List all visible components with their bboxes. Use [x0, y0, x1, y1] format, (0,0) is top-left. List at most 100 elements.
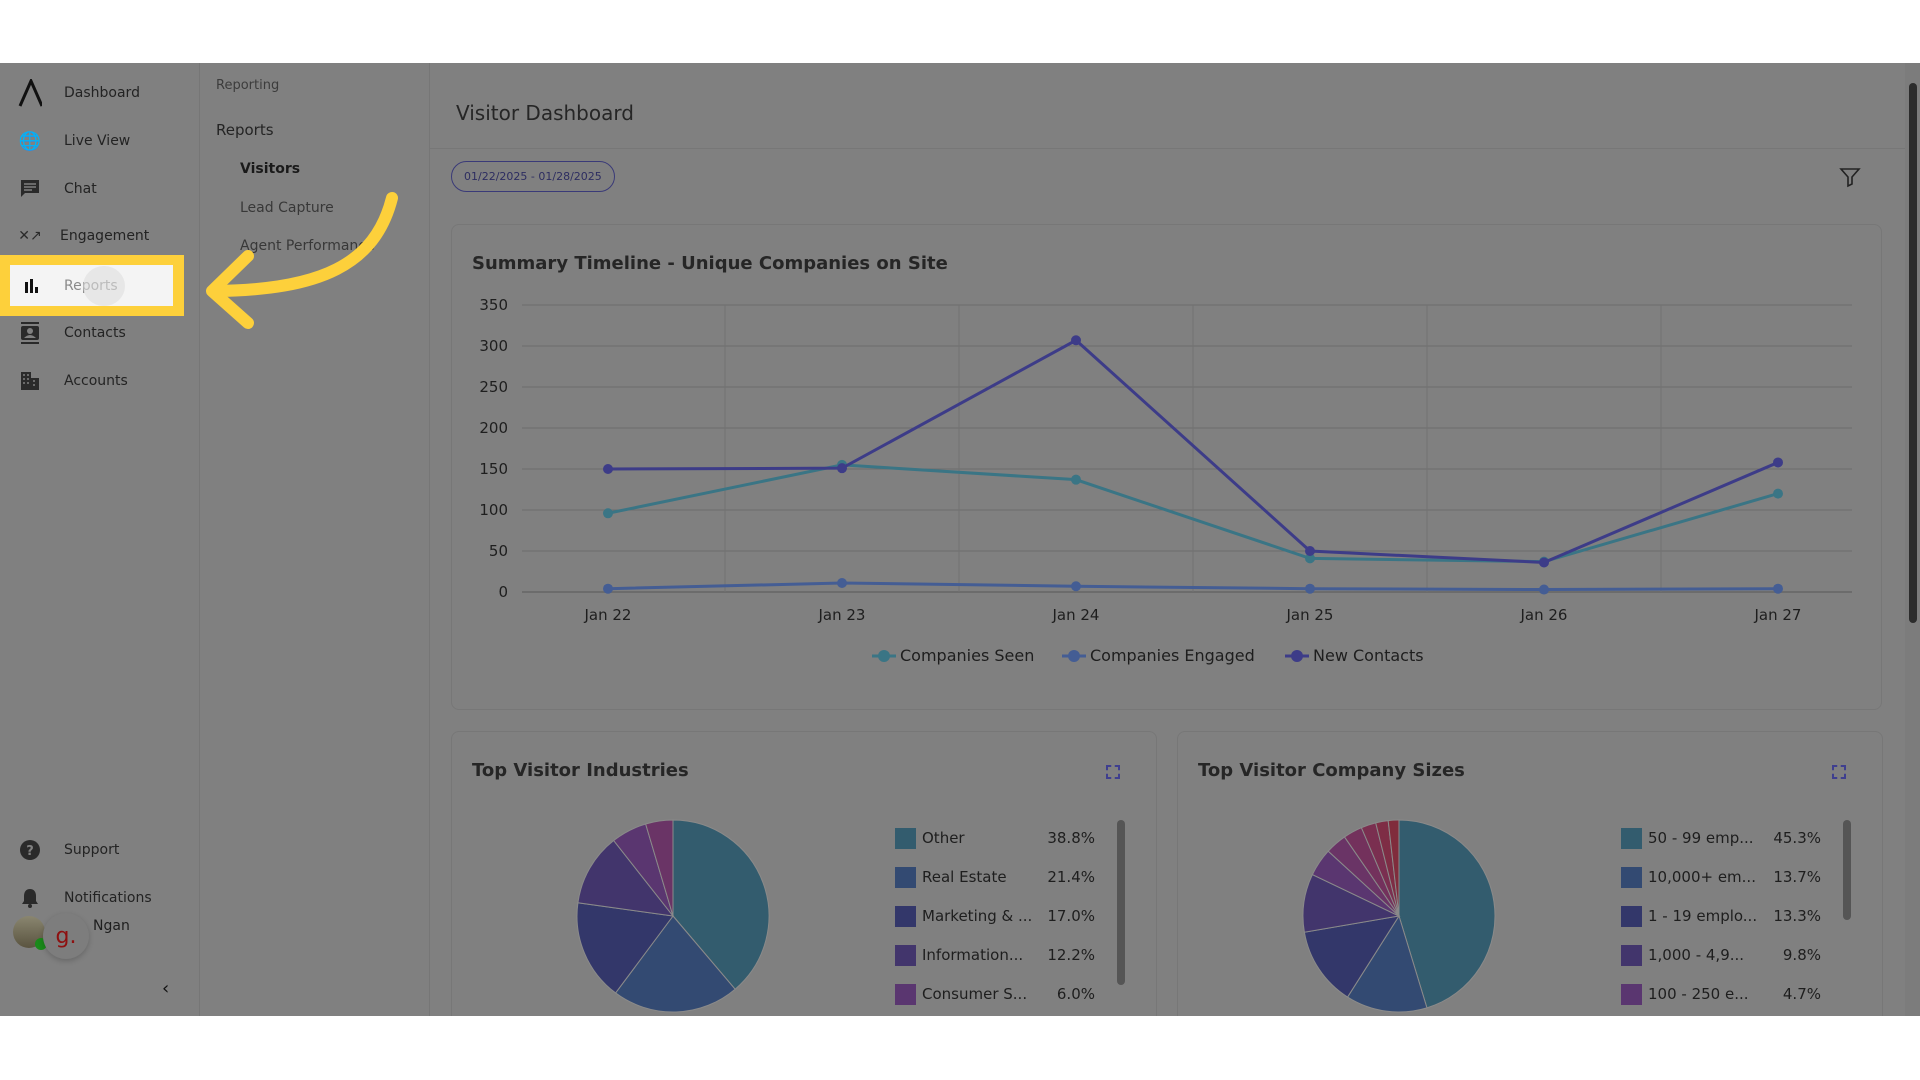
- data-point: [1305, 583, 1315, 594]
- legend-item[interactable]: Consumer S... 6.0%: [895, 984, 1095, 1006]
- legend-percent: 9.8%: [1782, 946, 1821, 964]
- sidebar-item-notifications[interactable]: Notifications: [0, 878, 200, 918]
- legend-item[interactable]: 50 - 99 emp... 45.3%: [1621, 828, 1821, 850]
- legend-swatch: [895, 906, 916, 927]
- building-icon: [18, 369, 42, 393]
- legend-label: Marketing & ...: [922, 907, 1033, 925]
- pie-slice: [614, 915, 736, 1013]
- pie-chart: [1302, 819, 1496, 1013]
- legend-label: 1 - 19 emplo...: [1648, 907, 1758, 925]
- sidebar-item-engagement[interactable]: ✕↗ Engagement: [0, 216, 200, 256]
- app: Dashboard 🌐 Live View Chat ✕↗ Engagement R…: [0, 63, 1920, 1016]
- help-icon: ?: [18, 838, 42, 862]
- y-tick-label: 150: [479, 460, 508, 478]
- sidebar-item-live-view[interactable]: 🌐 Live View: [0, 121, 200, 161]
- sidebar-item-accounts[interactable]: Accounts: [0, 361, 200, 401]
- y-tick-label: 50: [489, 542, 508, 560]
- y-tick-label: 200: [479, 419, 508, 437]
- legend-item[interactable]: 100 - 250 e... 4.7%: [1621, 984, 1821, 1006]
- legend-percent: 21.4%: [1047, 868, 1095, 886]
- pie-chart: [576, 819, 770, 1013]
- legend-item[interactable]: Information... 12.2%: [895, 945, 1095, 967]
- chart-title: Top Visitor Industries: [472, 760, 689, 781]
- legend-swatch: [895, 945, 916, 966]
- legend-percent: 38.8%: [1047, 829, 1095, 847]
- legend-percent: 4.7%: [1782, 985, 1821, 1003]
- expand-icon[interactable]: [1832, 765, 1846, 779]
- subnav-item-visitors[interactable]: Visitors: [240, 161, 301, 177]
- legend-item[interactable]: Real Estate 21.4%: [895, 867, 1095, 889]
- sidebar-item-contacts[interactable]: Contacts: [0, 313, 200, 353]
- legend-item[interactable]: Other 38.8%: [895, 828, 1095, 850]
- sidebar-item-support[interactable]: ? Support: [0, 830, 200, 870]
- pie-slice: [1398, 819, 1496, 1009]
- sidebar: Dashboard 🌐 Live View Chat ✕↗ Engagement R…: [0, 63, 200, 1016]
- sidebar-item-label: Live View: [64, 133, 131, 149]
- collapse-sidebar-button[interactable]: ‹: [162, 978, 170, 999]
- x-tick-label: Jan 22: [584, 606, 632, 624]
- series-line-companies-seen: [607, 463, 1779, 564]
- y-tick-label: 300: [479, 337, 508, 355]
- legend-swatch: [1621, 906, 1642, 927]
- legend-item[interactable]: 1 - 19 emplo... 13.3%: [1621, 906, 1821, 928]
- filter-icon[interactable]: [1838, 165, 1862, 189]
- subnav-item-agent-performance[interactable]: Agent Performance: [240, 238, 375, 254]
- legend-percent: 17.0%: [1047, 907, 1095, 925]
- y-tick-label: 100: [479, 501, 508, 519]
- data-point: [1773, 457, 1783, 468]
- page-scrollbar[interactable]: [1905, 63, 1920, 1016]
- subnav-section: Reporting: [216, 78, 280, 93]
- date-range-chip[interactable]: 01/22/2025 - 01/28/2025: [451, 161, 615, 192]
- legend-percent: 45.3%: [1773, 829, 1821, 847]
- bell-icon: [18, 886, 42, 910]
- user-profile[interactable]: Ngan g.: [13, 908, 193, 959]
- sidebar-item-chat[interactable]: Chat: [0, 169, 200, 209]
- sidebar-item-dashboard[interactable]: Dashboard: [0, 73, 200, 113]
- user-name: Ngan: [93, 918, 130, 934]
- sidebar-item-label: Chat: [64, 181, 97, 197]
- x-tick-label: Jan 27: [1754, 606, 1802, 624]
- data-point: [1539, 584, 1549, 595]
- x-tick-label: Jan 24: [1052, 606, 1100, 624]
- legend-label: New Contacts: [1313, 646, 1424, 665]
- data-point: [603, 464, 613, 474]
- sidebar-item-label: Dashboard: [64, 85, 140, 101]
- data-point: [1773, 583, 1783, 594]
- top-industries-card: Top Visitor Industries Other 38.8% Real Es…: [451, 731, 1157, 1016]
- legend-swatch: [1621, 828, 1642, 849]
- legend-swatch: [895, 828, 916, 849]
- page-title: Visitor Dashboard: [456, 101, 634, 125]
- subnav-item-lead-capture[interactable]: Lead Capture: [240, 200, 334, 216]
- sidebar-item-label: Engagement: [60, 228, 150, 244]
- legend-item[interactable]: 10,000+ em... 13.7%: [1621, 867, 1821, 889]
- g-badge[interactable]: g.: [43, 913, 89, 959]
- pie-slice: [1346, 914, 1428, 1013]
- legend-scrollbar[interactable]: [1117, 820, 1125, 985]
- top-company-sizes-card: Top Visitor Company Sizes 50 - 99 emp...…: [1177, 731, 1883, 1016]
- chart-title: Top Visitor Company Sizes: [1198, 760, 1465, 781]
- legend-label: 1,000 - 4,9...: [1648, 946, 1745, 964]
- legend-item[interactable]: 1,000 - 4,9... 9.8%: [1621, 945, 1821, 967]
- legend-scrollbar[interactable]: [1843, 820, 1851, 920]
- x-tick-label: Jan 26: [1520, 606, 1568, 624]
- legend-swatch: [1621, 984, 1642, 1005]
- scrollbar-thumb[interactable]: [1909, 83, 1917, 623]
- expand-icon[interactable]: [1106, 765, 1120, 779]
- data-point: [1305, 553, 1315, 564]
- legend-label: Real Estate: [922, 868, 1007, 886]
- sidebar-item-label: Support: [64, 842, 120, 858]
- pie-slice: [672, 819, 770, 990]
- chat-icon: [18, 177, 42, 201]
- x-tick-label: Jan 25: [1286, 606, 1334, 624]
- contacts-icon: [18, 321, 42, 345]
- pie-slice: [645, 819, 674, 917]
- summary-timeline-card: Summary Timeline - Unique Companies on S…: [451, 224, 1882, 710]
- line-chart: 0 50 100 150 200 250 300 350 Jan 22 Jan 23 Jan 24 J…: [479, 296, 1852, 665]
- sidebar-item-reports[interactable]: Reports: [10, 265, 173, 306]
- pie-slice: [1303, 915, 1401, 998]
- legend-label: Consumer S...: [922, 985, 1028, 1003]
- legend-item[interactable]: Marketing & ... 17.0%: [895, 906, 1095, 928]
- data-point: [1539, 557, 1549, 568]
- chart-title: Summary Timeline - Unique Companies on S…: [472, 253, 948, 274]
- data-point: [1071, 581, 1081, 592]
